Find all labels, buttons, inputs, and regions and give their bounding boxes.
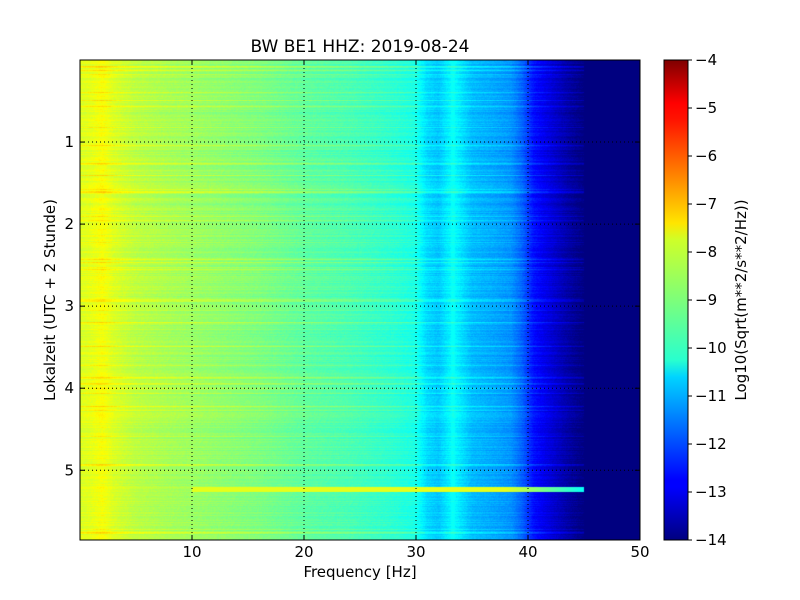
x-tick-label: 50 [630,543,649,561]
x-tick-label: 40 [518,543,537,561]
colorbar-tick-label: −10 [695,339,727,357]
colorbar-tick-label: −7 [695,195,717,213]
y-tick-label: 4 [64,379,74,397]
colorbar-ticks: −4 −5 −6 −7 −8 −9 −10 −11 −12 −13 −14 [688,51,727,549]
x-axis-label: Frequency [Hz] [303,563,416,581]
x-axis-ticks: 10 20 30 40 50 [182,60,650,561]
x-tick-label: 30 [406,543,425,561]
y-axis-label: Lokalzeit (UTC + 2 Stunde) [41,199,59,401]
colorbar: −4 −5 −6 −7 −8 −9 −10 −11 −12 −13 −14 Log10(Sqrt(m… [663,51,750,549]
colorbar-gradient [663,59,689,541]
y-axis-ticks: 1 2 3 4 5 [64,133,640,479]
colorbar-tick-label: −4 [695,51,717,69]
colorbar-tick-label: −8 [695,243,717,261]
x-tick-label: 20 [294,543,313,561]
grid-lines [80,60,640,540]
colorbar-tick-label: −5 [695,99,717,117]
chart-title: BW BE1 HHZ: 2019-08-24 [250,37,469,57]
colorbar-tick-label: −11 [695,387,727,405]
x-tick-label: 10 [182,543,201,561]
colorbar-tick-label: −12 [695,435,727,453]
spectrogram-heatmap [80,60,640,540]
colorbar-label: Log10(Sqrt(m**2/s**2/Hz)) [732,199,750,400]
y-tick-label: 3 [64,297,74,315]
colorbar-tick-label: −9 [695,291,717,309]
colorbar-tick-label: −13 [695,483,727,501]
y-tick-label: 2 [64,215,74,233]
plot-area [79,59,641,541]
y-tick-label: 1 [64,133,74,151]
colorbar-tick-label: −14 [695,531,727,549]
colorbar-tick-label: −6 [695,147,717,165]
y-tick-label: 5 [64,461,74,479]
plot-frame [79,59,641,541]
